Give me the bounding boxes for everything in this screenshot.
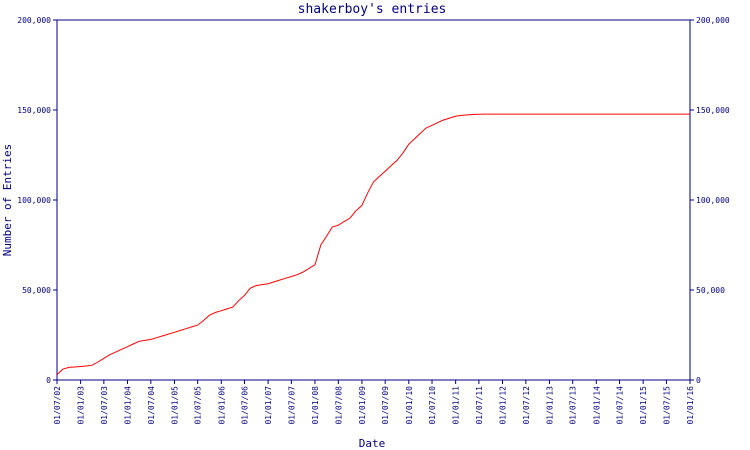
x-tick-label: 01/01/09 [358,386,367,425]
x-tick-label: 01/07/12 [522,386,531,425]
series-layer [56,113,690,375]
x-tick-label: 01/01/07 [264,386,273,425]
x-tick-label: 01/01/12 [498,386,507,425]
y-axis-left: 0 50,000 100,000 150,000 200,000 [17,16,57,385]
y-tick-label-left: 0 [46,376,51,385]
x-tick-label: 01/07/06 [241,386,250,425]
y-axis-right: 0 50,000 100,000 150,000 200,000 [690,16,730,385]
y-tick-label-right: 50,000 [696,286,725,295]
x-tick-label: 01/01/15 [639,386,648,425]
x-tick-label: 01/01/11 [452,386,461,425]
y-tick-label-right: 150,000 [696,106,730,115]
y-tick-label-right: 0 [696,376,701,385]
x-tick-label: 01/01/04 [123,386,132,425]
x-tick-label: 01/01/05 [170,386,179,425]
x-tick-label: 01/01/08 [311,386,320,425]
x-tick-label: 01/07/14 [616,386,625,425]
x-tick-label: 01/07/10 [428,386,437,425]
y-tick-label-right: 100,000 [696,196,730,205]
x-tick-label: 01/01/16 [686,386,695,425]
chart-title: shakerboy's entries [298,2,447,17]
x-tick-label: 01/07/08 [334,386,343,425]
x-tick-label: 01/01/14 [592,386,601,425]
y-tick-label-left: 200,000 [17,16,51,25]
x-tick-label: 01/07/03 [100,386,109,425]
x-tick-label: 01/07/15 [662,386,671,425]
x-tick-label: 01/07/11 [475,386,484,425]
x-axis-title: Date [359,437,386,450]
x-tick-label: 01/07/09 [381,386,390,425]
y-axis-title: Number of Entries [1,144,14,257]
x-tick-label: 01/07/04 [147,386,156,425]
x-axis: 01/07/02 01/01/03 01/07/03 01/01/04 01/07/04… [53,380,695,425]
x-tick-label: 01/01/06 [217,386,226,425]
x-tick-label: 01/07/05 [194,386,203,425]
x-tick-label: 01/01/10 [405,386,414,425]
y-tick-label-right: 200,000 [696,16,730,25]
x-tick-label: 01/01/03 [77,386,86,425]
y-tick-label-left: 50,000 [22,286,51,295]
y-tick-label-left: 150,000 [17,106,51,115]
x-tick-label: 01/01/13 [545,386,554,425]
x-tick-label: 01/07/02 [53,386,62,425]
plot-area-frame [56,19,691,381]
x-tick-label: 01/07/07 [287,386,296,425]
x-tick-label: 01/07/13 [569,386,578,425]
series-line [56,113,690,375]
y-tick-label-left: 100,000 [17,196,51,205]
